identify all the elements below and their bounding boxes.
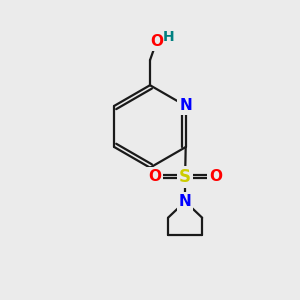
- Text: O: O: [150, 34, 163, 50]
- Text: S: S: [179, 167, 191, 185]
- Text: N: N: [179, 194, 191, 209]
- Text: H: H: [163, 30, 175, 44]
- Text: N: N: [179, 98, 192, 113]
- Text: O: O: [148, 169, 161, 184]
- Text: O: O: [209, 169, 222, 184]
